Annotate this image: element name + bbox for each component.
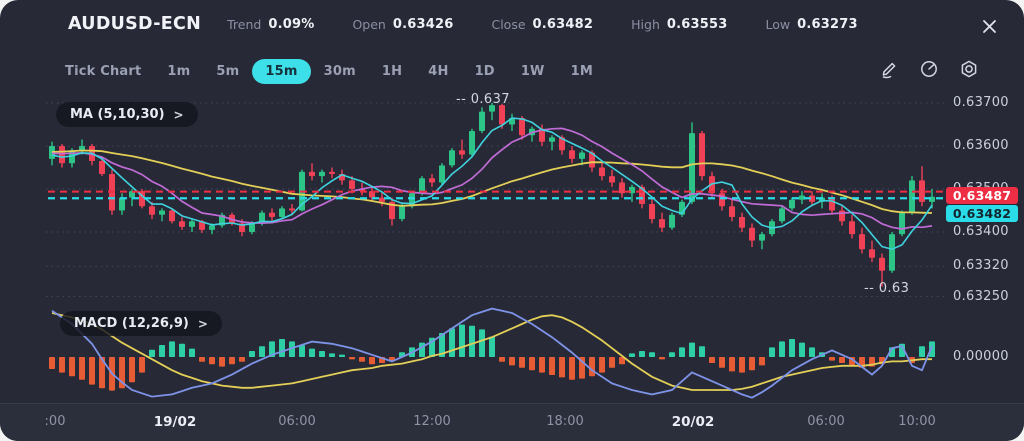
stat-label: High xyxy=(631,16,660,32)
x-axis-tick: 18:00 xyxy=(546,414,584,429)
y-axis-tick: 0.63600 xyxy=(953,138,1009,153)
ask-price-badge: 0.63487 xyxy=(946,186,1018,204)
timeframe-tick-chart[interactable]: Tick Chart xyxy=(65,63,142,79)
x-axis-tick: 12:00 xyxy=(413,414,451,429)
timeframe-1d[interactable]: 1D xyxy=(474,63,495,79)
timeframe-toolbar: Tick Chart 1m 5m 15m 30m 1H 4H 1D 1W 1M xyxy=(0,54,1024,88)
close-button[interactable] xyxy=(976,13,1002,39)
close-icon xyxy=(982,19,996,33)
time-axis[interactable]: :00 19/02 06:00 12:00 18:00 20/02 06:00 10:00 xyxy=(0,403,1024,441)
y-axis-tick: 0.63400 xyxy=(953,224,1009,239)
bid-price-badge: 0.63482 xyxy=(946,204,1018,222)
header-stat-open: Open 0.63426 xyxy=(352,17,453,32)
timeframe-5m[interactable]: 5m xyxy=(216,63,240,79)
pencil-icon xyxy=(882,62,896,79)
timeframe-30m[interactable]: 30m xyxy=(323,63,356,79)
ma-legend[interactable]: MA (5,10,30) > xyxy=(56,102,198,127)
x-axis-tick: 20/02 xyxy=(671,414,715,430)
x-axis-tick: 10:00 xyxy=(898,414,936,429)
header-stat-high: High 0.63553 xyxy=(631,17,727,32)
timeframe-1w[interactable]: 1W xyxy=(520,63,545,79)
stat-value: 0.09% xyxy=(268,16,315,32)
ma-legend-label: MA (5,10,30) xyxy=(70,107,165,122)
settings-button[interactable] xyxy=(954,54,984,84)
stat-value: 0.63553 xyxy=(666,16,728,32)
draw-button[interactable] xyxy=(874,54,904,84)
timeframe-4h[interactable]: 4H xyxy=(428,63,449,79)
stat-value: 0.63426 xyxy=(392,16,454,32)
timeframe-15m[interactable]: 15m xyxy=(252,58,311,84)
stat-label: Low xyxy=(765,16,791,32)
y-axis-tick: 0.63320 xyxy=(953,258,1009,274)
stat-value: 0.63482 xyxy=(532,16,594,32)
macd-legend[interactable]: MACD (12,26,9) > xyxy=(60,311,222,336)
x-axis-tick: 06:00 xyxy=(278,414,316,429)
stat-label: Trend xyxy=(227,16,262,32)
macd-zero-label: 0.00000 xyxy=(953,349,1009,364)
x-axis-tick: 19/02 xyxy=(153,414,197,430)
history-button[interactable] xyxy=(914,54,944,84)
header-stat-trend: Trend 0.09% xyxy=(227,17,314,32)
low-price-marker: -- 0.63 xyxy=(864,281,910,296)
macd-legend-label: MACD (12,26,9) xyxy=(74,316,189,331)
x-axis-tick: :00 xyxy=(44,414,66,429)
ma5-line xyxy=(51,117,933,251)
timeframe-1m[interactable]: 1m xyxy=(167,63,191,79)
y-axis-tick: 0.63250 xyxy=(953,288,1009,304)
stat-label: Close xyxy=(491,16,526,32)
timeframe-1h[interactable]: 1H xyxy=(381,63,403,79)
clock-icon xyxy=(921,61,937,77)
gear-icon xyxy=(961,60,977,78)
price-chart xyxy=(48,103,945,287)
header-stats: Trend 0.09% Open 0.63426 Close 0.63482 High 0.6… xyxy=(227,17,858,32)
macd-chart xyxy=(49,307,935,399)
ma30-line xyxy=(51,149,933,214)
macd-main-line xyxy=(51,307,933,399)
timeframe-1m[interactable]: 1M xyxy=(570,63,593,79)
high-price-marker: -- 0.637 xyxy=(456,92,510,107)
chart-tools xyxy=(874,54,984,84)
header-stat-low: Low 0.63273 xyxy=(766,17,858,32)
ma10-line xyxy=(51,127,933,230)
symbol-title: AUDUSD-ECN xyxy=(68,14,202,34)
stat-label: Open xyxy=(352,16,386,32)
chevron-right-icon: > xyxy=(197,316,208,331)
y-axis-tick: 0.63700 xyxy=(953,95,1009,110)
chevron-right-icon: > xyxy=(173,107,184,122)
x-axis-tick: 06:00 xyxy=(807,414,845,429)
header-stat-close: Close 0.63482 xyxy=(491,17,593,32)
chart-header: AUDUSD-ECN Trend 0.09% Open 0.63426 Close 0.6… xyxy=(0,0,1024,48)
stat-value: 0.63273 xyxy=(797,16,858,32)
